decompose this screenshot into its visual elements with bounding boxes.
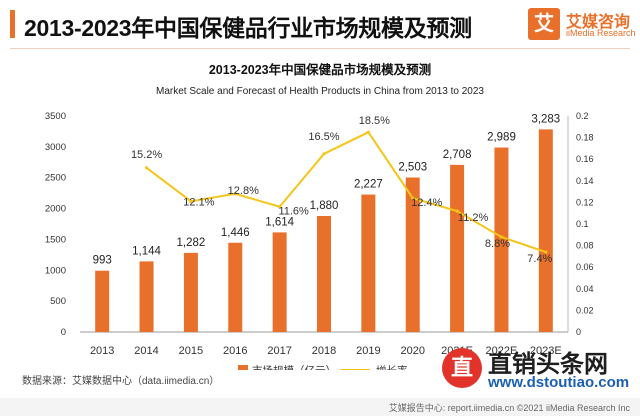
bar-value-label: 2,503 bbox=[398, 162, 427, 174]
watermark-name: 直销头条网 bbox=[488, 351, 608, 378]
growth-point bbox=[366, 130, 370, 134]
growth-point bbox=[411, 196, 415, 200]
watermark: 直 直销头条网 www.dstoutiao.com bbox=[442, 342, 634, 396]
x-tick-label: 2013 bbox=[90, 345, 114, 357]
y-tick-left: 2500 bbox=[45, 173, 66, 184]
x-tick-label: 2019 bbox=[356, 345, 380, 357]
growth-point bbox=[499, 235, 504, 239]
logo-name-cn: 艾媒咨询 bbox=[566, 14, 631, 31]
data-source: 数据来源：艾媒数据中心（data.iimedia.cn） bbox=[22, 376, 220, 387]
chart: 2013-2023年中国保健品市场规模及预测 Market Scale and F… bbox=[45, 62, 594, 370]
title-accent-bar bbox=[10, 10, 15, 38]
growth-label: 16.5% bbox=[308, 131, 339, 143]
growth-point bbox=[189, 199, 193, 203]
growth-label: 15.2% bbox=[131, 149, 162, 161]
y-tick-left: 0 bbox=[61, 327, 66, 338]
footer: 艾媒报告中心: report.iimedia.cn ©2021 iiMedia … bbox=[0, 398, 640, 416]
y-tick-right: 0.12 bbox=[576, 197, 594, 207]
bar-value-label: 993 bbox=[93, 255, 112, 267]
y-tick-left: 2000 bbox=[45, 204, 66, 215]
growth-point bbox=[322, 152, 326, 156]
logo-name-en: iiMedia Research bbox=[566, 28, 636, 38]
bar bbox=[538, 129, 553, 332]
legend-bar-label: 市场规模（亿元） bbox=[252, 364, 336, 370]
growth-label: 18.5% bbox=[359, 115, 390, 127]
y-tick-left: 500 bbox=[50, 296, 66, 307]
bar-value-label: 2,989 bbox=[487, 132, 516, 144]
bar-value-label: 1,282 bbox=[177, 237, 206, 249]
growth-label: 8.8% bbox=[485, 238, 510, 250]
x-tick-label: 2015 bbox=[179, 345, 203, 357]
bar-value-label: 1,446 bbox=[221, 227, 250, 239]
growth-point bbox=[455, 209, 459, 213]
y-tick-left: 1500 bbox=[45, 234, 66, 245]
y-tick-right: 0.18 bbox=[576, 133, 594, 143]
growth-label: 11.2% bbox=[458, 212, 489, 224]
growth-label: 12.1% bbox=[183, 196, 214, 208]
bar bbox=[139, 261, 154, 332]
bar-value-label: 3,283 bbox=[531, 113, 560, 125]
bar-value-label: 2,227 bbox=[354, 179, 383, 191]
growth-point bbox=[278, 205, 282, 209]
bar-value-label: 2,708 bbox=[443, 149, 472, 161]
watermark-url: www.dstoutiao.com bbox=[488, 374, 630, 391]
x-tick-label: 2017 bbox=[267, 345, 291, 357]
y-tick-right: 0.1 bbox=[576, 219, 589, 229]
bar bbox=[272, 232, 287, 332]
y-tick-left: 3500 bbox=[45, 111, 66, 122]
bar bbox=[450, 164, 465, 332]
bar bbox=[317, 215, 331, 332]
y-tick-left: 3000 bbox=[45, 142, 66, 153]
y-tick-right: 0.2 bbox=[576, 111, 589, 121]
y-tick-right: 0.06 bbox=[576, 262, 594, 272]
bar-value-label: 1,144 bbox=[132, 245, 161, 257]
growth-point bbox=[544, 250, 548, 254]
growth-label: 11.6% bbox=[278, 206, 309, 218]
bar bbox=[361, 194, 376, 332]
x-tick-label: 2016 bbox=[223, 345, 247, 357]
watermark-logo-icon: 直 bbox=[442, 348, 482, 388]
x-tick-label: 2020 bbox=[400, 345, 424, 357]
bar bbox=[95, 270, 110, 332]
header-divider bbox=[10, 48, 630, 49]
x-tick-label: 2022E bbox=[486, 345, 518, 357]
chart-title: 2013-2023年中国保健品市场规模及预测 bbox=[209, 62, 431, 77]
bar bbox=[494, 147, 509, 332]
bar bbox=[183, 252, 198, 332]
y-tick-right: 0 bbox=[576, 327, 581, 337]
legend-bar-swatch bbox=[238, 365, 248, 370]
growth-line bbox=[145, 130, 547, 254]
bar-value-label: 1,614 bbox=[265, 216, 294, 228]
growth-label: 12.4% bbox=[411, 197, 442, 209]
x-tick-label: 2014 bbox=[134, 345, 158, 357]
growth-label: 7.4% bbox=[527, 253, 552, 265]
page-title: 2013-2023年中国保健品行业市场规模及预测 bbox=[24, 15, 472, 41]
growth-label: 12.8% bbox=[228, 185, 259, 197]
bar-value-label: 1,880 bbox=[310, 200, 339, 212]
bar bbox=[405, 177, 420, 332]
legend-line-label: 增长率 bbox=[376, 364, 408, 370]
header: 2013-2023年中国保健品行业市场规模及预测 艾 艾媒咨询 iiMedia … bbox=[0, 0, 640, 50]
y-tick-right: 0.02 bbox=[576, 305, 594, 315]
brand-logo: 艾 艾媒咨询 iiMedia Research bbox=[528, 6, 636, 46]
y-tick-right: 0.16 bbox=[576, 154, 594, 164]
chart-subtitle: Market Scale and Forecast of Health Prod… bbox=[156, 86, 484, 97]
y-tick-right: 0.14 bbox=[576, 176, 594, 186]
growth-point bbox=[233, 192, 237, 196]
y-tick-right: 0.04 bbox=[576, 284, 594, 294]
bar bbox=[228, 242, 243, 332]
x-tick-label: 2023E bbox=[530, 345, 562, 357]
footer-text: 艾媒报告中心: report.iimedia.cn ©2021 iiMedia … bbox=[388, 403, 630, 413]
y-tick-right: 0.08 bbox=[576, 241, 594, 251]
growth-point bbox=[144, 166, 149, 170]
y-tick-left: 1000 bbox=[45, 265, 66, 276]
x-tick-label: 2018 bbox=[312, 345, 336, 357]
logo-mark-icon: 艾 bbox=[528, 8, 560, 40]
